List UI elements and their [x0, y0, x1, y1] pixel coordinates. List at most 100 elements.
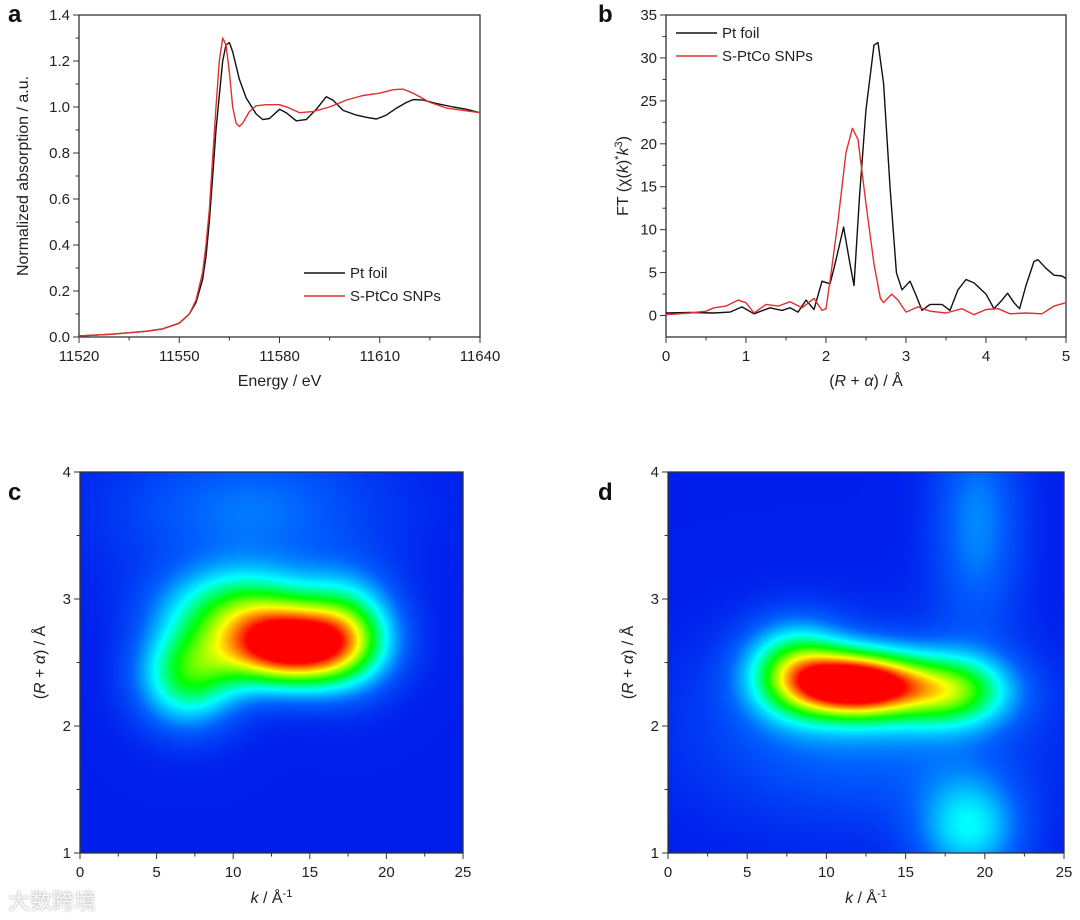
legend-label: Pt foil [722, 25, 760, 42]
series-line-pt-foil [666, 41, 1066, 315]
panel-c: 0 5 10 15 20 25 1 2 3 4 c k / Å-1 (R + α) / Å [8, 464, 471, 907]
x-tick-label: 11520 [59, 348, 100, 365]
x-tick-label: 5 [1062, 348, 1070, 365]
y-tick-label: 5 [649, 265, 657, 282]
y-tick-label: 0.0 [49, 329, 70, 346]
label-part: + [846, 373, 864, 390]
x-tick-label: 11640 [460, 348, 501, 365]
x-tick-label: 20 [976, 864, 993, 881]
x-tick-label: 25 [455, 864, 472, 881]
label-part: ) / Å [618, 625, 637, 655]
x-tick-label: 2 [822, 348, 830, 365]
label-part: 3 [613, 141, 625, 147]
y-tick-label: 0.8 [49, 145, 70, 162]
y-tick-label: 3 [63, 591, 71, 608]
heatmap-d [668, 472, 1064, 853]
y-axis-title: (R + α) / Å [618, 625, 637, 699]
y-tick-label: 25 [640, 93, 657, 110]
legend-label: S-PtCo SNPs [350, 288, 441, 305]
y-tick-label: 0.4 [49, 237, 70, 254]
y-tick-label: 0 [649, 308, 657, 325]
label-part: α [620, 654, 637, 664]
series-line-s-ptco-snps [666, 127, 1066, 316]
label-part: R [835, 373, 847, 390]
label-part: ( [829, 373, 835, 390]
y-tick-label: 1.0 [49, 99, 70, 116]
x-axis-title: (R + α) / Å [829, 371, 903, 390]
plot-frame [79, 471, 464, 854]
label-part: ) [615, 160, 632, 165]
label-part: R [620, 682, 637, 694]
label-part: -1 [877, 888, 887, 900]
label-part: R [32, 682, 49, 694]
label-part: k [615, 147, 632, 156]
y-tick-label: 10 [640, 222, 657, 239]
y-tick-label: 1.2 [49, 53, 70, 70]
x-tick-label: 15 [301, 864, 318, 881]
watermark: 大数跨境 [8, 890, 97, 915]
label-part: ) / Å [30, 625, 49, 655]
y-tick-label: 1 [651, 845, 659, 862]
label-part: / Å [259, 888, 283, 907]
x-tick-label: 1 [742, 348, 750, 365]
x-axis-title: k / Å-1 [845, 888, 887, 907]
x-tick-label: 4 [982, 348, 990, 365]
y-axis-title: FT (χ(k)*k3) [613, 136, 632, 216]
panel-letter: a [8, 1, 22, 28]
y-tick-label: 30 [640, 50, 657, 67]
y-tick-label: 2 [63, 718, 71, 735]
label-part: * [613, 155, 625, 160]
legend-label: S-PtCo SNPs [722, 48, 813, 65]
label-part: k [615, 164, 632, 173]
x-tick-label: 20 [378, 864, 395, 881]
x-axis-title: Energy / eV [238, 373, 322, 390]
plot-frame [667, 471, 1065, 854]
x-tick-label: 15 [897, 864, 914, 881]
y-axis-title: Normalized absorption / a.u. [15, 76, 32, 276]
legend-label: Pt foil [350, 265, 388, 282]
x-axis-title: k / Å-1 [251, 888, 293, 907]
label-part: + [620, 664, 637, 682]
y-tick-label: 3 [651, 591, 659, 608]
y-tick-label: 1.4 [49, 7, 70, 24]
panel-a: 11520 11550 11580 11610 11640 0.0 0.2 0.4 0.6 0.8… [8, 1, 500, 390]
x-tick-label: 10 [818, 864, 835, 881]
panel-d: 0 5 10 15 20 25 1 2 3 4 d k / Å-1 (R + α) / Å [598, 464, 1072, 907]
label-part: / Å [853, 888, 877, 907]
y-tick-label: 0.6 [49, 191, 70, 208]
x-tick-label: 0 [662, 348, 670, 365]
label-part: ) / Å [873, 371, 903, 390]
x-tick-label: 3 [902, 348, 910, 365]
y-tick-label: 2 [651, 718, 659, 735]
heatmap-c [80, 472, 463, 853]
x-tick-label: 0 [664, 864, 672, 881]
label-part: α [864, 373, 874, 390]
series-line-s-ptco-snps [79, 37, 480, 337]
x-tick-label: 11610 [359, 348, 400, 365]
label-part: ( [620, 693, 637, 699]
x-tick-label: 25 [1056, 864, 1073, 881]
y-tick-label: 15 [640, 179, 657, 196]
x-tick-label: 0 [76, 864, 84, 881]
y-tick-label: 35 [640, 7, 657, 24]
x-tick-label: 11550 [159, 348, 200, 365]
label-part: k [251, 890, 260, 907]
x-tick-label: 10 [225, 864, 242, 881]
x-tick-label: 5 [152, 864, 160, 881]
series-line-pt-foil [79, 41, 480, 337]
y-tick-label: 1 [63, 845, 71, 862]
label-part: ( [32, 693, 49, 699]
y-tick-label: 4 [63, 464, 71, 481]
y-tick-label: 0.2 [49, 283, 70, 300]
label-part: + [32, 664, 49, 682]
label-part: FT (χ( [615, 172, 632, 215]
x-tick-label: 5 [743, 864, 751, 881]
label-part: α [32, 654, 49, 664]
y-tick-label: 4 [651, 464, 659, 481]
panel-letter: b [598, 1, 613, 28]
y-axis-title: (R + α) / Å [30, 625, 49, 699]
label-part: -1 [283, 888, 293, 900]
panel-letter: d [598, 479, 613, 506]
